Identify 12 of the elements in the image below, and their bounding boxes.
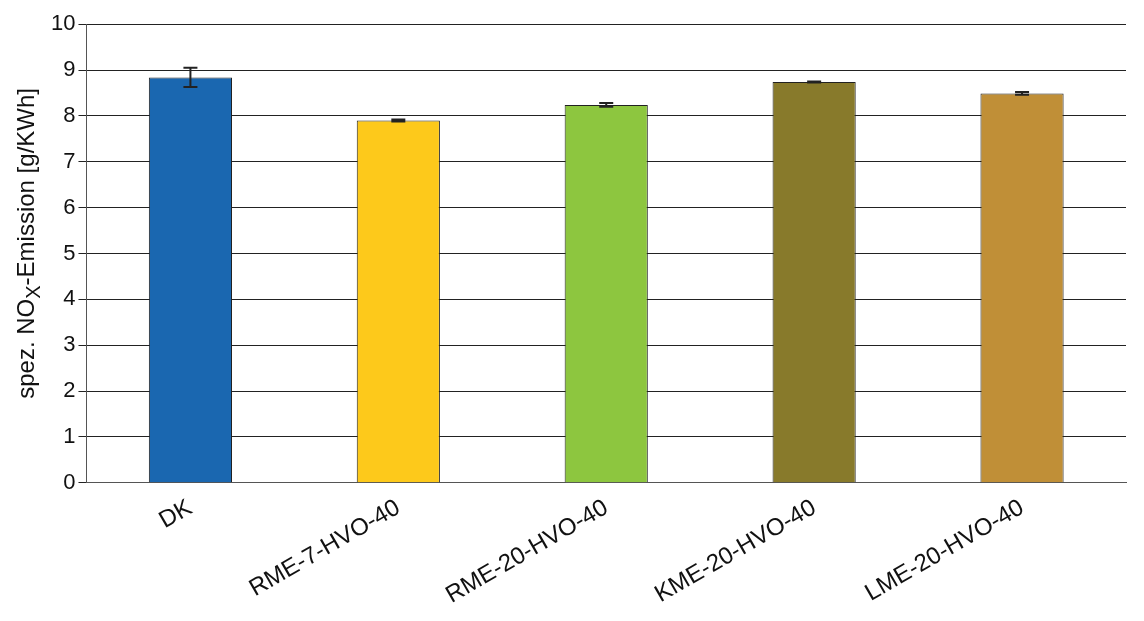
y-tick-label: 10 [50,10,76,36]
y-tick-label: 1 [63,422,76,448]
y-tick-label: 4 [63,285,76,311]
y-tick-label: 5 [63,239,76,265]
y-tick-label: 8 [63,101,76,127]
y-tick-label: 9 [63,56,76,82]
y-tick-label: 3 [63,331,76,357]
y-tick-label: 7 [63,147,76,173]
y-tick-label: 0 [63,468,76,494]
y-tick-label: 6 [63,193,76,219]
x-tick-label: DK [153,492,197,533]
y-tick-label: 2 [63,377,76,403]
